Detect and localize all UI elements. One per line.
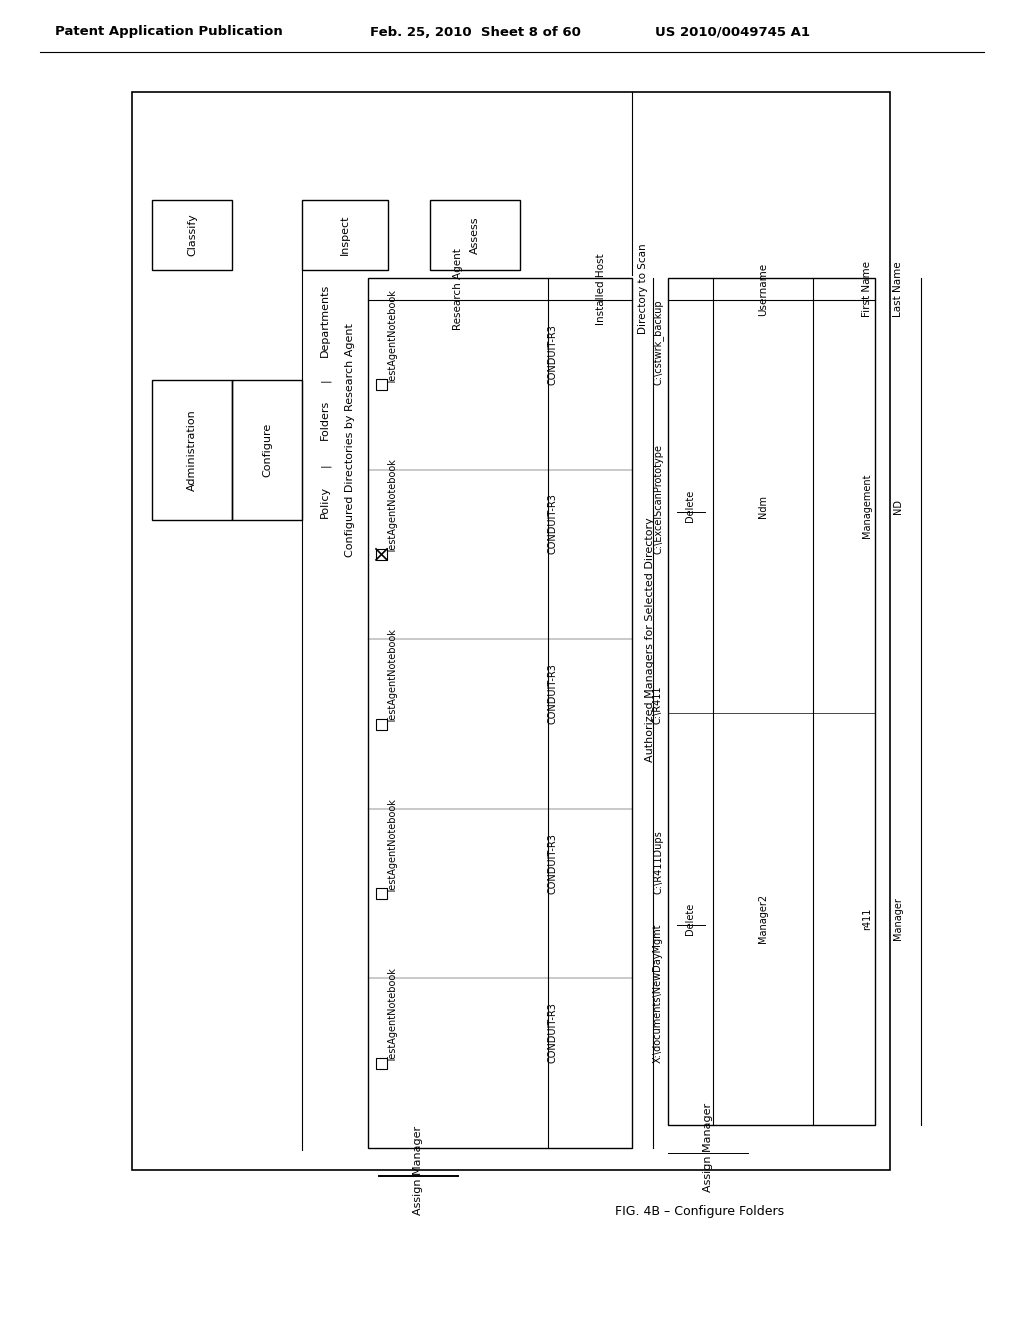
Text: Configure: Configure	[262, 422, 272, 477]
Text: Installed Host: Installed Host	[596, 253, 605, 325]
Text: Ndm: Ndm	[758, 495, 768, 517]
Text: Feb. 25, 2010  Sheet 8 of 60: Feb. 25, 2010 Sheet 8 of 60	[370, 25, 581, 38]
Text: Management: Management	[862, 474, 872, 539]
Text: r411: r411	[862, 908, 872, 929]
Bar	[152, 380, 232, 520]
Bar	[302, 201, 388, 271]
Text: CONDUIT-R3: CONDUIT-R3	[548, 323, 558, 385]
Text: Folders: Folders	[319, 400, 330, 440]
Bar	[376, 888, 387, 899]
Bar	[368, 279, 632, 1148]
Text: CONDUIT-R3: CONDUIT-R3	[548, 494, 558, 554]
Text: TestAgentNotebook: TestAgentNotebook	[388, 969, 398, 1063]
Text: C:\R411Dups: C:\R411Dups	[653, 830, 663, 894]
Text: C:\R411: C:\R411	[653, 685, 663, 723]
Text: CONDUIT-R3: CONDUIT-R3	[548, 833, 558, 894]
Bar	[376, 718, 387, 730]
Text: C:\ExcelScanPrototype: C:\ExcelScanPrototype	[653, 445, 663, 554]
Text: |: |	[319, 463, 331, 467]
Text: |: |	[319, 379, 331, 381]
Text: Username: Username	[758, 263, 768, 315]
Text: Last Name: Last Name	[893, 261, 903, 317]
Bar	[376, 379, 387, 391]
Text: C:\cstwrk_backup: C:\cstwrk_backup	[652, 300, 664, 385]
Text: Assess: Assess	[470, 216, 480, 253]
Text: TestAgentNotebook: TestAgentNotebook	[388, 630, 398, 723]
Bar	[152, 201, 232, 271]
Bar	[376, 549, 387, 560]
Text: X:\documents\NewDayMgmt: X:\documents\NewDayMgmt	[653, 924, 663, 1063]
Text: Research Agent: Research Agent	[453, 248, 463, 330]
Text: Delete: Delete	[685, 490, 695, 523]
Text: Classify: Classify	[187, 214, 197, 256]
Bar	[430, 201, 520, 271]
Text: Delete: Delete	[685, 903, 695, 935]
Text: TestAgentNotebook: TestAgentNotebook	[388, 459, 398, 554]
Bar	[668, 279, 874, 1125]
Text: Patent Application Publication: Patent Application Publication	[55, 25, 283, 38]
Text: Authorized Managers for Selected Directory: Authorized Managers for Selected Directo…	[645, 517, 655, 763]
Bar	[132, 92, 890, 1170]
Text: Administration: Administration	[187, 409, 197, 491]
Text: Configured Directories by Research Agent: Configured Directories by Research Agent	[345, 323, 355, 557]
Bar	[376, 1057, 387, 1069]
Text: Manager: Manager	[893, 898, 903, 940]
Text: Manager2: Manager2	[758, 894, 768, 944]
Text: CONDUIT-R3: CONDUIT-R3	[548, 663, 558, 723]
Text: CONDUIT-R3: CONDUIT-R3	[548, 1002, 558, 1063]
Text: FIG. 4B – Configure Folders: FIG. 4B – Configure Folders	[615, 1205, 784, 1218]
Text: Policy: Policy	[319, 486, 330, 517]
Bar	[232, 380, 302, 520]
Text: Assign Manager: Assign Manager	[703, 1102, 713, 1192]
Text: Departments: Departments	[319, 284, 330, 356]
Text: TestAgentNotebook: TestAgentNotebook	[388, 290, 398, 385]
Text: US 2010/0049745 A1: US 2010/0049745 A1	[655, 25, 810, 38]
Text: ND: ND	[893, 499, 903, 513]
Text: TestAgentNotebook: TestAgentNotebook	[388, 799, 398, 894]
Text: Assign Manager: Assign Manager	[413, 1126, 423, 1214]
Text: Inspect: Inspect	[340, 215, 350, 255]
Text: First Name: First Name	[862, 261, 872, 317]
Text: Directory to Scan: Directory to Scan	[638, 244, 647, 334]
